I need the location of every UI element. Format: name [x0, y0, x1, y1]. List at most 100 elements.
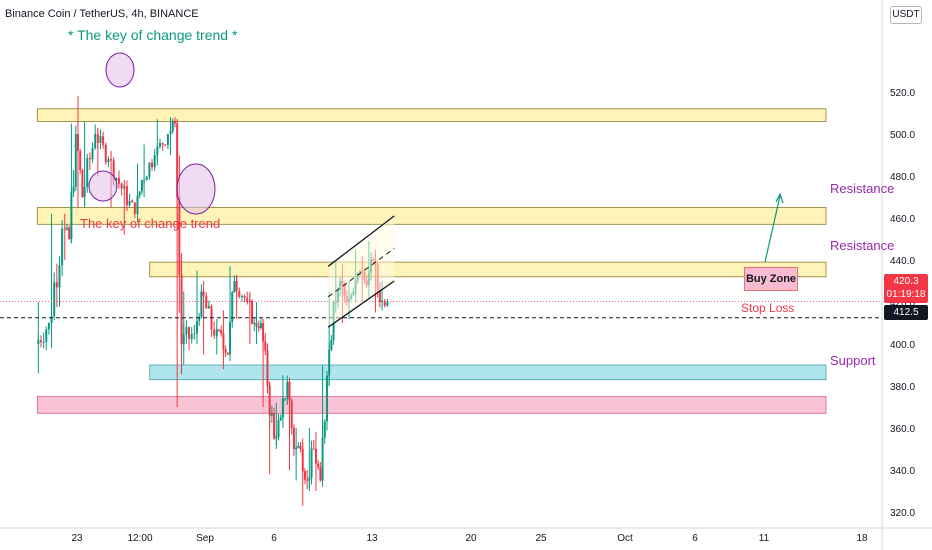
candle-body: [112, 160, 115, 181]
channel-mid-line: [327, 248, 395, 298]
candle-body: [91, 148, 94, 160]
candle-body: [81, 170, 84, 197]
highlight-ellipse-2: [176, 163, 216, 215]
candle-body: [58, 265, 61, 288]
candle-body: [246, 297, 249, 302]
candle-body: [264, 341, 267, 351]
candle-body: [39, 340, 42, 342]
candle-body: [386, 301, 389, 306]
candle-body: [251, 300, 254, 324]
channel-lower-line: [327, 280, 395, 328]
time-tick-3: 6: [271, 533, 277, 544]
candle-body: [270, 413, 273, 416]
channel-fill: [328, 215, 395, 328]
candle-body: [171, 121, 174, 132]
candle-body: [178, 197, 181, 275]
candle-body: [231, 292, 234, 323]
candle-body: [65, 227, 68, 230]
candle-body: [290, 400, 293, 428]
candle-body: [117, 178, 120, 184]
price-tick-360: 360.0: [890, 424, 915, 435]
candle-body: [173, 121, 176, 124]
candle-body: [185, 327, 188, 335]
candle-body: [115, 178, 118, 181]
candle-body: [74, 134, 77, 187]
candle-body: [207, 306, 210, 309]
candle-body: [319, 467, 322, 481]
candle-body: [299, 446, 302, 449]
candle-body: [303, 471, 306, 480]
candle-body: [158, 143, 161, 147]
candle-body: [104, 144, 107, 163]
zone-support-4: [36, 396, 827, 414]
candle-body: [94, 134, 97, 149]
time-tick-6: 25: [535, 533, 547, 544]
candle-body: [243, 295, 246, 298]
candle-body: [200, 291, 203, 318]
price-tick-420: 420.0: [890, 298, 915, 309]
last-price-tag: 420.3 01:19:18: [884, 274, 928, 303]
label-stop-loss: Stop Loss: [741, 301, 795, 315]
label-resistance-lower: Resistance: [830, 238, 895, 253]
chart-title: Binance Coin / TetherUS, 4h, BINANCE: [5, 8, 199, 20]
zone-resistance-0: [36, 108, 827, 122]
candle-body: [138, 191, 141, 196]
candle-body: [325, 375, 328, 422]
time-tick-2: Sep: [196, 533, 214, 544]
last-price-value: 420.3: [893, 276, 919, 287]
candle-body: [238, 290, 241, 297]
stop-loss-price-tag: 412.5: [884, 305, 928, 320]
candle-body: [72, 186, 75, 193]
currency-badge[interactable]: USDT: [890, 6, 922, 24]
candle-body: [330, 340, 333, 350]
candle-body: [323, 421, 326, 438]
zone-resistance-1: [36, 207, 827, 225]
candle-body: [153, 155, 156, 168]
candle-body: [259, 323, 262, 329]
candle-body: [88, 158, 91, 160]
candle-body: [128, 200, 131, 206]
time-tick-0: 23: [71, 533, 83, 544]
zone-resistance-2: [149, 261, 827, 278]
candle-body: [306, 479, 309, 481]
candle-body: [297, 446, 300, 448]
candle-body: [190, 334, 193, 340]
candle-body: [317, 463, 320, 468]
candle-body: [55, 282, 58, 288]
candle-body: [193, 333, 196, 335]
candle-body: [266, 350, 269, 386]
highlight-ellipse-0: [105, 52, 135, 88]
channel-upper-line: [327, 215, 395, 267]
candle-body: [47, 323, 50, 330]
price-tick-500: 500.0: [890, 130, 915, 141]
time-tick-10: 18: [856, 533, 868, 544]
price-tick-460: 460.0: [890, 214, 915, 225]
candle-body: [133, 202, 136, 214]
price-tick-400: 400.0: [890, 340, 915, 351]
projection-arrowhead: [775, 192, 784, 204]
candle-body: [218, 329, 221, 331]
candle-body: [180, 274, 183, 344]
candle-body: [131, 200, 134, 203]
candle-body: [166, 134, 169, 145]
candle-body: [42, 341, 45, 343]
candle-body: [284, 398, 287, 400]
buy-zone-box: Buy Zone: [744, 267, 798, 291]
candle-body: [120, 183, 123, 189]
candle-body: [286, 381, 289, 399]
candle-body: [224, 349, 227, 353]
candle-body: [79, 150, 82, 171]
candle-body: [145, 176, 148, 181]
candle-body: [292, 427, 295, 449]
price-tick-380: 380.0: [890, 382, 915, 393]
candle-body: [277, 420, 280, 438]
candle-body: [253, 323, 256, 324]
candle-body: [312, 448, 315, 450]
highlight-ellipse-1: [88, 170, 118, 202]
candle-body: [140, 180, 143, 192]
label-support: Support: [830, 353, 876, 368]
candle-body: [99, 136, 102, 143]
candle-body: [233, 281, 236, 293]
candle-body: [240, 295, 243, 297]
